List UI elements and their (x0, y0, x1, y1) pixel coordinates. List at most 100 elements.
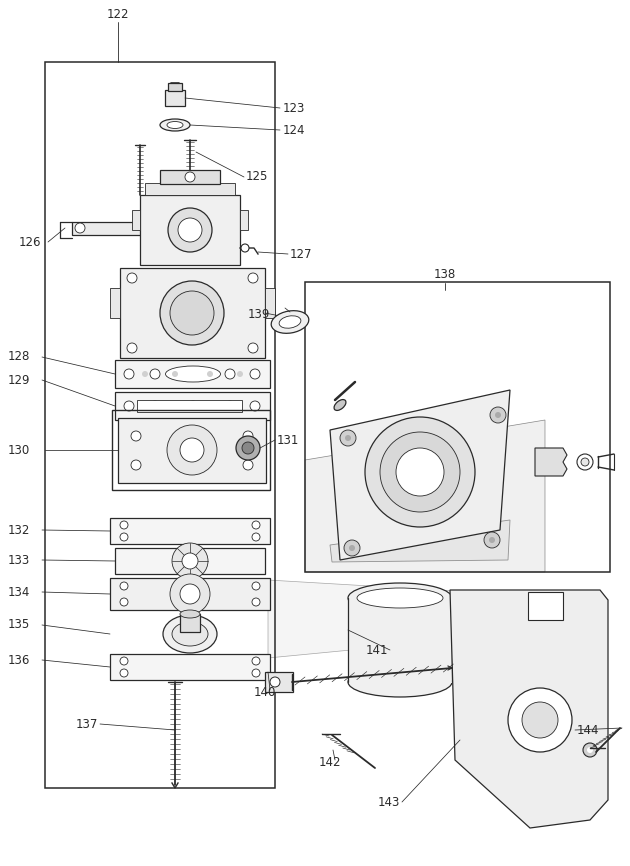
Text: 139: 139 (248, 308, 270, 321)
Bar (528, 592, 563, 620)
Text: 124: 124 (283, 124, 306, 137)
Polygon shape (330, 390, 510, 560)
Ellipse shape (180, 610, 200, 618)
Ellipse shape (357, 588, 443, 608)
Circle shape (490, 407, 506, 423)
Bar (168, 83, 182, 91)
Polygon shape (72, 222, 160, 235)
Ellipse shape (581, 458, 589, 466)
Text: 128: 128 (8, 351, 30, 364)
Circle shape (252, 533, 260, 541)
Bar (110, 518, 270, 544)
Circle shape (270, 677, 280, 687)
Bar (240, 210, 248, 230)
Text: 134: 134 (8, 585, 30, 598)
Text: 135: 135 (8, 618, 30, 631)
Text: 131: 131 (277, 434, 299, 447)
Text: 138: 138 (434, 268, 456, 281)
Polygon shape (450, 590, 608, 828)
Text: 127: 127 (290, 248, 312, 261)
Circle shape (160, 281, 224, 345)
Bar (140, 195, 240, 265)
Circle shape (243, 431, 253, 441)
Bar (265, 672, 293, 692)
Ellipse shape (172, 622, 208, 646)
Polygon shape (268, 580, 608, 658)
Circle shape (250, 401, 260, 411)
Circle shape (120, 598, 128, 606)
Circle shape (248, 273, 258, 283)
Text: 142: 142 (319, 755, 341, 768)
Bar (110, 288, 120, 318)
Circle shape (188, 401, 198, 411)
Circle shape (349, 545, 355, 551)
Circle shape (131, 460, 141, 470)
Ellipse shape (577, 454, 593, 470)
Circle shape (172, 371, 178, 377)
Circle shape (178, 218, 202, 242)
Ellipse shape (271, 311, 309, 333)
Circle shape (207, 371, 213, 377)
Bar (137, 400, 242, 412)
Bar (132, 210, 140, 230)
Circle shape (243, 460, 253, 470)
Circle shape (127, 343, 137, 353)
Ellipse shape (348, 667, 452, 697)
Text: 141: 141 (365, 643, 388, 656)
Circle shape (188, 369, 198, 379)
Circle shape (587, 747, 593, 753)
Circle shape (185, 172, 195, 182)
Text: 137: 137 (76, 718, 98, 731)
Circle shape (345, 435, 351, 441)
Circle shape (131, 431, 141, 441)
Text: 132: 132 (8, 524, 30, 537)
Bar (45, 62, 275, 788)
Circle shape (225, 401, 235, 411)
Bar (165, 90, 185, 106)
Circle shape (120, 533, 128, 541)
Bar (118, 418, 266, 483)
Circle shape (236, 436, 260, 460)
Circle shape (365, 417, 475, 527)
Circle shape (168, 208, 212, 252)
Circle shape (340, 430, 356, 446)
Polygon shape (535, 448, 567, 476)
Circle shape (75, 223, 85, 233)
Bar (145, 183, 235, 195)
Bar (110, 578, 270, 610)
Ellipse shape (334, 399, 346, 410)
Text: 140: 140 (254, 686, 276, 699)
Circle shape (127, 273, 137, 283)
Text: 126: 126 (19, 236, 41, 249)
Circle shape (508, 688, 572, 752)
Circle shape (150, 369, 160, 379)
Bar (110, 654, 270, 680)
Ellipse shape (160, 119, 190, 131)
Circle shape (142, 371, 148, 377)
Bar (115, 360, 270, 388)
Circle shape (252, 598, 260, 606)
Circle shape (237, 371, 243, 377)
Circle shape (252, 521, 260, 529)
Bar (115, 392, 270, 420)
Circle shape (484, 532, 500, 548)
Bar (305, 282, 610, 572)
Circle shape (180, 438, 204, 462)
Circle shape (172, 543, 208, 579)
Bar (348, 598, 452, 683)
Circle shape (380, 432, 460, 512)
Circle shape (170, 291, 214, 335)
Circle shape (583, 743, 597, 757)
Circle shape (248, 343, 258, 353)
Circle shape (344, 540, 360, 556)
Circle shape (522, 702, 558, 738)
Text: 122: 122 (106, 9, 129, 22)
Circle shape (241, 244, 249, 252)
Bar (115, 548, 265, 574)
Circle shape (120, 657, 128, 665)
Ellipse shape (167, 121, 183, 128)
Circle shape (120, 582, 128, 590)
Circle shape (252, 657, 260, 665)
Circle shape (541, 456, 553, 468)
Polygon shape (330, 520, 510, 562)
